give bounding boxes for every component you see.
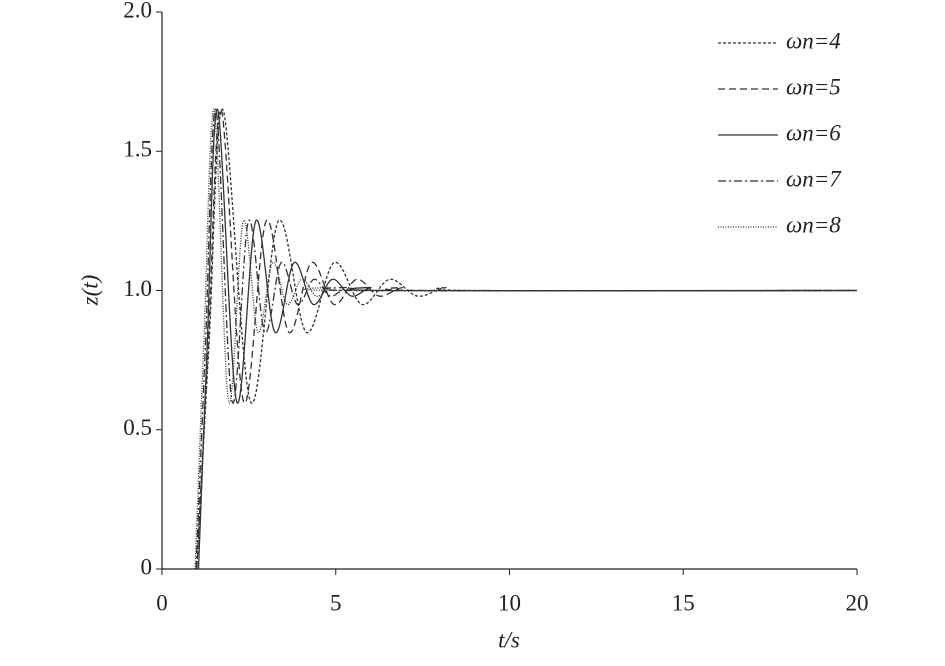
x-tick-label: 10 xyxy=(498,590,521,615)
y-tick-label: 2.0 xyxy=(123,0,152,22)
legend-label: ωn=7 xyxy=(786,166,842,191)
series-line xyxy=(196,108,858,569)
legend-label: ωn=8 xyxy=(786,212,841,237)
x-axis-label: t/s xyxy=(498,627,520,652)
y-tick-label: 1.0 xyxy=(123,276,152,301)
x-tick-label: 5 xyxy=(330,590,342,615)
x-tick-label: 15 xyxy=(672,590,695,615)
series-line xyxy=(197,108,858,569)
x-tick-label: 20 xyxy=(846,590,869,615)
legend-label: ωn=4 xyxy=(786,28,841,53)
legend-label: ωn=6 xyxy=(786,120,841,145)
y-tick-label: 1.5 xyxy=(123,137,152,162)
y-tick-label: 0 xyxy=(141,554,153,579)
x-tick-label: 0 xyxy=(156,590,168,615)
y-tick-label: 0.5 xyxy=(123,415,152,440)
series-line xyxy=(194,108,858,569)
series-line xyxy=(196,108,858,569)
series-line xyxy=(195,108,858,569)
y-axis-label: z(t) xyxy=(77,275,102,307)
legend-label: ωn=5 xyxy=(786,74,841,99)
